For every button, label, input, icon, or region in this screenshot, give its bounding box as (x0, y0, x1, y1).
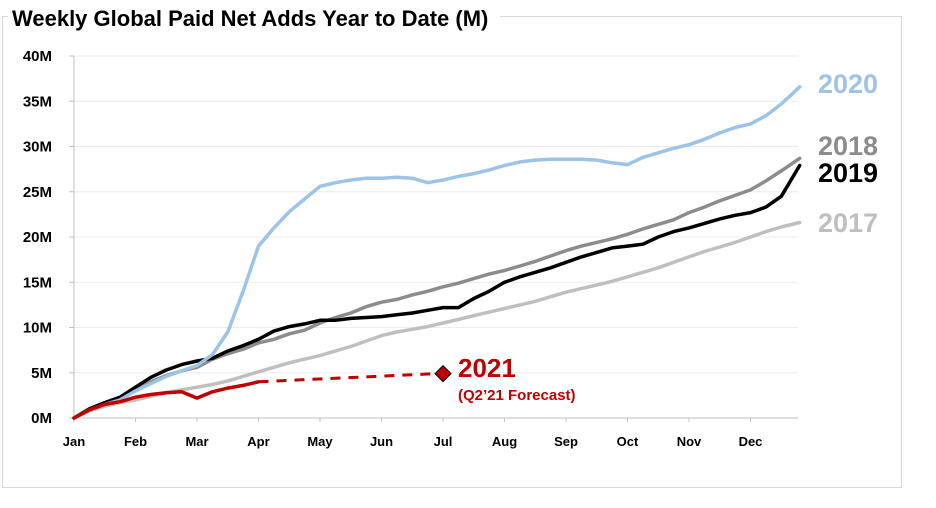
y-tick-label: 30M (23, 139, 52, 156)
y-tick-label: 5M (31, 365, 52, 382)
x-tick-label: Jan (63, 434, 85, 449)
forecast-marker (434, 364, 452, 383)
y-tick-label: 20M (23, 229, 52, 246)
x-tick-label: Sep (554, 434, 578, 449)
y-tick-label: 0M (31, 410, 52, 427)
x-tick-label: Aug (492, 434, 517, 449)
chart-title: Weekly Global Paid Net Adds Year to Date… (8, 6, 501, 32)
x-tick-label: Nov (677, 434, 702, 449)
series-line-2018 (72, 156, 802, 420)
series-label-2018: 2018 (818, 131, 878, 161)
series-label-2021: 2021 (458, 353, 516, 383)
gridlines (74, 55, 798, 374)
y-tick-label: 25M (23, 184, 52, 201)
x-tick-label: May (307, 434, 333, 449)
series-lines (72, 85, 802, 420)
series-label-2019: 2019 (818, 158, 878, 188)
x-tick-label: Dec (739, 434, 763, 449)
series-label-2017: 2017 (818, 208, 878, 238)
forecast-line (258, 372, 436, 384)
x-tick-label: Feb (124, 434, 147, 449)
x-tick-label: Jun (370, 434, 393, 449)
series-line-2019 (72, 163, 802, 420)
y-tick-label: 35M (23, 93, 52, 110)
series-line-2020 (72, 85, 802, 420)
series-label-2020: 2020 (818, 69, 878, 99)
x-tick-label: Jul (434, 434, 453, 449)
y-axis-ticks: 0M 5M 10M 15M 20M 25M 30M 35M 40M (23, 48, 74, 427)
x-axis-ticks: Jan Feb Mar Apr May Jun Jul Aug Sep Oct Nov Dec (63, 418, 763, 449)
x-tick-label: Mar (185, 434, 208, 449)
x-tick-label: Apr (247, 434, 269, 449)
forecast-group (258, 364, 452, 384)
x-tick-label: Oct (617, 434, 639, 449)
y-tick-label: 40M (23, 48, 52, 65)
forecast-note: (Q2’21 Forecast) (458, 387, 576, 404)
series-line-2017 (72, 220, 802, 420)
y-tick-label: 15M (23, 274, 52, 291)
series-line-2021 (72, 380, 261, 420)
y-tick-label: 10M (23, 320, 52, 337)
